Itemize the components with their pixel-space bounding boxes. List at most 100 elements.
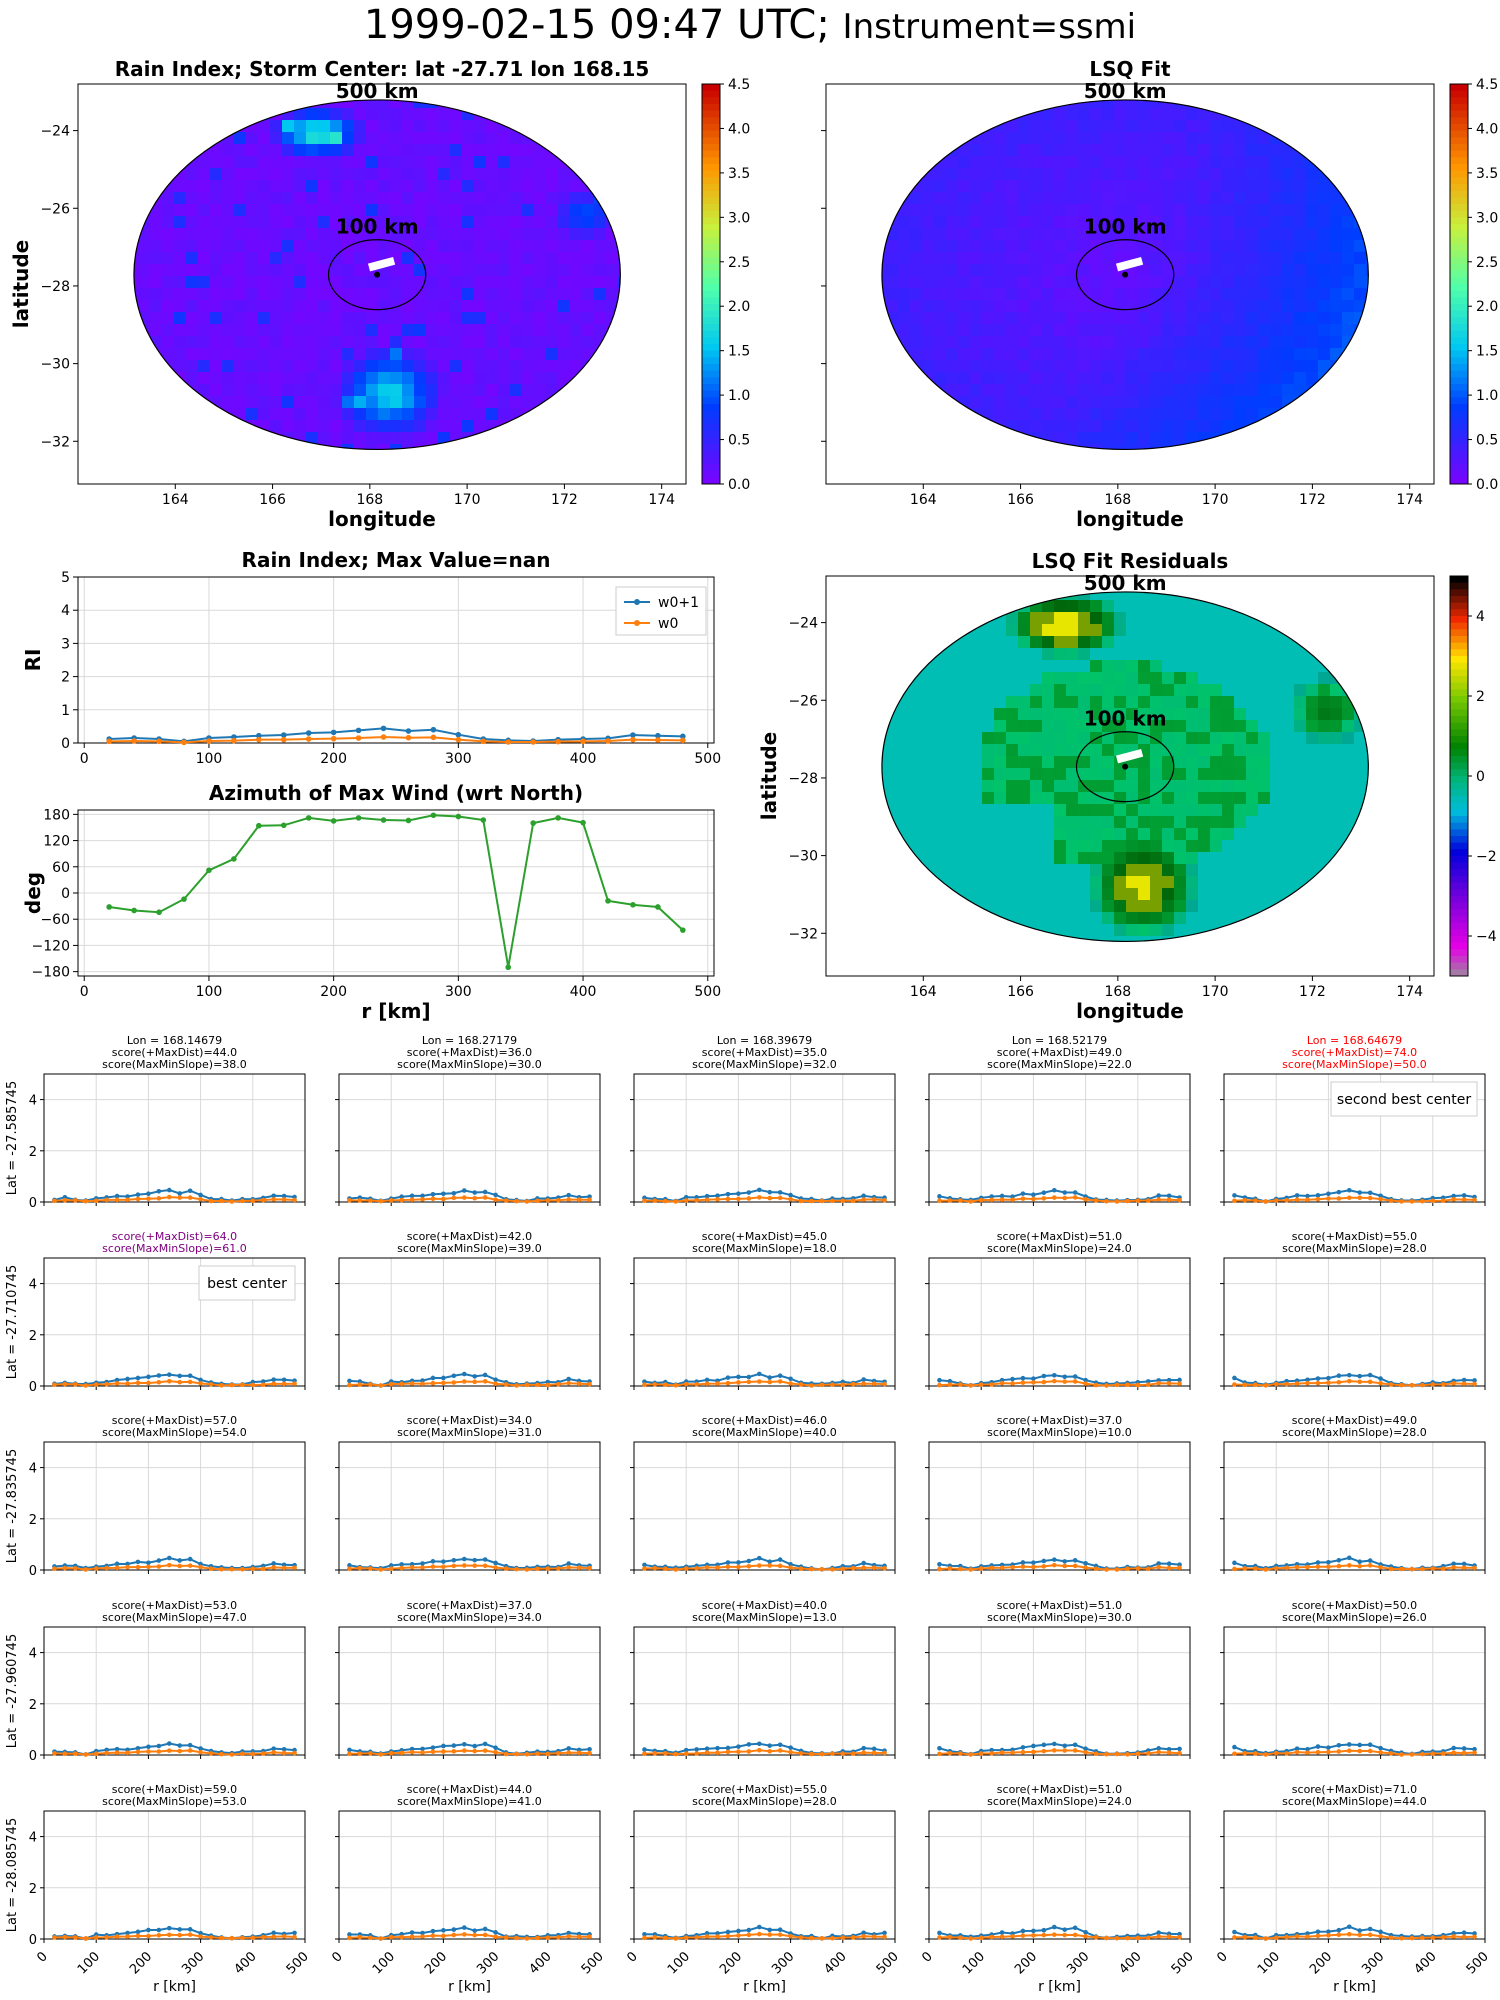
rain-cell <box>438 324 451 337</box>
rain-cell <box>402 348 415 361</box>
resid-cell <box>1234 624 1247 637</box>
resid-cell <box>1174 888 1187 901</box>
rain-cell <box>186 312 199 325</box>
resid-cell <box>1330 696 1343 709</box>
rain-cell <box>150 204 163 217</box>
rain-cell <box>294 300 307 313</box>
grid-panel-point <box>493 1745 498 1751</box>
resid-cell <box>1174 591 1187 601</box>
resid-cell <box>1258 780 1271 793</box>
rain-cell <box>450 396 463 409</box>
grid-panel-point <box>1409 1566 1415 1572</box>
rain-cell <box>438 228 451 241</box>
resid-cell <box>1102 660 1115 673</box>
rain-cell <box>498 192 511 205</box>
grid-panel-point <box>1156 1749 1161 1755</box>
rain-cell <box>138 264 151 277</box>
grid-panel-title: score(MaxMinSlope)=32.0 <box>692 1058 837 1071</box>
grid-panel-point <box>978 1197 984 1203</box>
fit-cell <box>958 168 971 181</box>
grid-panel-point <box>1083 1561 1088 1566</box>
grid-panel-point <box>1051 1378 1057 1384</box>
rain-cell <box>270 228 283 241</box>
rain-cell <box>426 168 439 181</box>
rain-cell <box>486 324 499 337</box>
grid-panel-point <box>420 1378 425 1383</box>
resid-cell <box>1090 648 1103 661</box>
fit-cell <box>1162 264 1175 277</box>
grid-panel-point <box>1305 1193 1310 1199</box>
rain-cell <box>222 204 235 217</box>
grid-panel-point <box>871 1750 877 1756</box>
fit-colorbar-band <box>1450 237 1468 245</box>
resid-colorbar-band <box>1450 936 1468 944</box>
resid-cell <box>1234 612 1247 625</box>
resid-colorbar-band <box>1450 869 1468 877</box>
rain-cell <box>330 108 343 121</box>
rain-cell <box>402 276 415 289</box>
fit-cell <box>1162 288 1175 301</box>
grid-panel-frame <box>928 1626 1191 1756</box>
rain-cell <box>390 384 403 397</box>
fit-cell <box>994 336 1007 349</box>
resid-cell <box>1102 696 1115 709</box>
rain-cell <box>366 336 379 349</box>
resid-cell <box>970 864 983 877</box>
resid-cell <box>1114 672 1127 685</box>
fit-cell <box>1174 192 1187 205</box>
resid-cell <box>1102 636 1115 649</box>
grid-panel-point <box>798 1382 804 1387</box>
grid-panel-frame <box>633 1626 896 1756</box>
fit-cell <box>1222 348 1235 361</box>
rain-cell <box>438 276 451 289</box>
fit-cell <box>1210 228 1223 241</box>
rain-cell <box>246 168 259 181</box>
grid-panel-title: score(+MaxDist)=74.0 <box>1292 1046 1417 1059</box>
rain-cell <box>426 120 439 133</box>
resid-cell <box>1282 780 1295 793</box>
rain-colorbar-band <box>702 364 720 372</box>
fit-cell <box>1114 216 1127 229</box>
fit-colorbar-band <box>1450 204 1468 212</box>
fit-cell <box>1078 180 1091 193</box>
resid-cell <box>1006 864 1019 877</box>
resid-cell <box>934 756 947 769</box>
resid-cell <box>1162 672 1175 685</box>
rain-cell <box>582 336 595 349</box>
grid-panel-point <box>1315 1196 1321 1202</box>
resid-cell <box>1090 612 1103 625</box>
resid-cell <box>1114 792 1127 805</box>
grid-panel-point <box>187 1563 193 1568</box>
rain-index-chart-point <box>256 736 262 743</box>
resid-cell <box>1150 828 1163 841</box>
grid-panel-point <box>566 1746 571 1751</box>
resid-cell <box>1294 888 1307 901</box>
rain-cell <box>318 168 331 181</box>
fit-xtick-label: 166 <box>1007 492 1034 508</box>
fit-cell <box>1258 312 1271 325</box>
grid-panel-point <box>1125 1752 1130 1757</box>
grid-panel-point <box>1326 1191 1331 1197</box>
rain-cell <box>354 384 367 397</box>
rain-cell <box>618 240 621 253</box>
fit-cell <box>1066 180 1079 193</box>
grid-panel-point <box>472 1190 478 1195</box>
rain-cell <box>318 420 331 433</box>
grid-panel-series-line <box>939 1189 1180 1202</box>
fit-cell <box>1270 312 1283 325</box>
resid-cell <box>1042 864 1055 877</box>
rain-index-chart-legend-box <box>615 586 707 636</box>
fit-cell <box>1258 396 1271 409</box>
fit-cell <box>910 312 923 325</box>
fit-cell <box>1006 168 1019 181</box>
rain-cell <box>366 288 379 301</box>
grid-panel-point <box>441 1196 446 1202</box>
fit-cell <box>958 228 971 241</box>
fit-cell <box>1078 384 1091 397</box>
rain-cell <box>474 180 487 193</box>
rain-cell <box>450 192 463 205</box>
grid-panel-point <box>1305 1380 1310 1386</box>
fit-cell <box>934 300 947 313</box>
resid-cell <box>1294 744 1307 757</box>
fit-cell <box>1018 300 1031 313</box>
